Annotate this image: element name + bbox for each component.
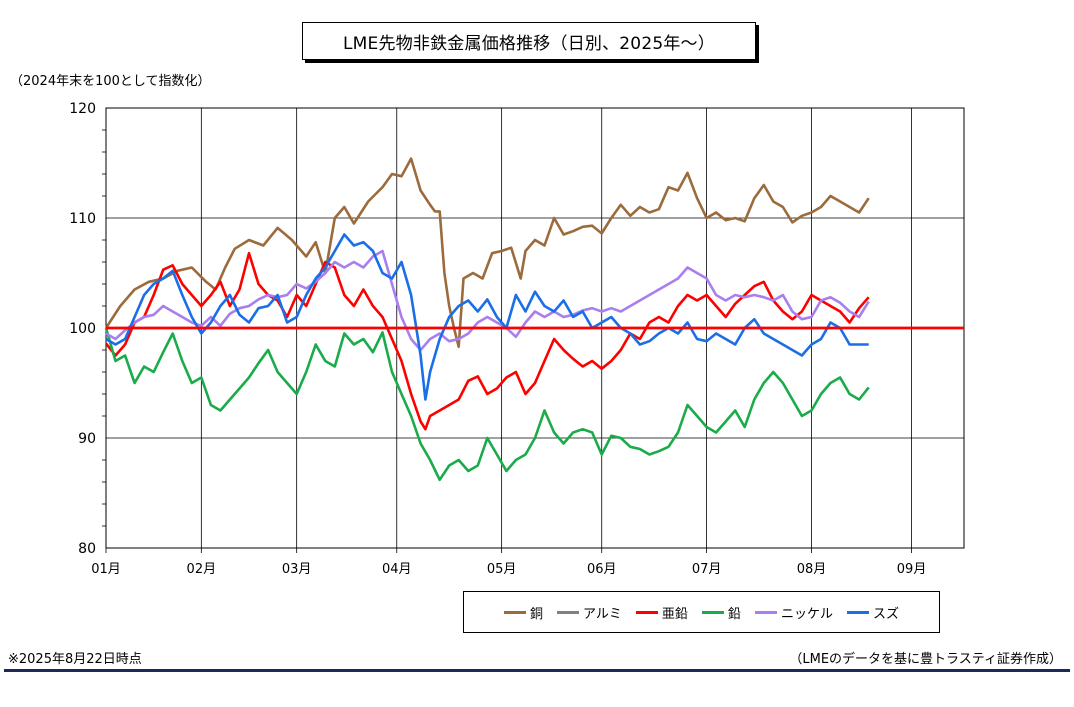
legend-swatch [504, 610, 527, 614]
legend-swatch [635, 610, 658, 614]
series-line-3 [104, 327, 870, 482]
x-tick-label: 09月 [897, 562, 927, 577]
legend-label: 銅 [530, 606, 544, 622]
legend-swatch [846, 610, 869, 614]
legend-label: アルミ [583, 606, 622, 622]
chart-title: LME先物非鉄金属価格推移（日別、2025年～） [302, 22, 756, 60]
y-tick-label: 110 [69, 211, 96, 227]
y-tick-label: 80 [78, 541, 96, 557]
legend-swatch [754, 610, 777, 614]
x-tick-label: 03月 [282, 562, 312, 577]
legend-label: スズ [872, 606, 899, 622]
x-tick-label: 06月 [587, 562, 617, 577]
bottom-divider [4, 669, 1070, 672]
x-tick-label: 07月 [692, 562, 722, 577]
legend-item: 亜鉛 [635, 603, 688, 622]
legend-item: ニッケル [754, 603, 833, 622]
as-of-note: ※2025年8月22日時点 [8, 652, 142, 667]
legend-item: 鉛 [701, 603, 741, 622]
legend-label: 亜鉛 [661, 606, 688, 622]
series-line-0 [104, 157, 870, 348]
y-tick-label: 90 [78, 431, 96, 447]
source-note: （LMEのデータを基に豊トラスティ証券作成） [789, 652, 1062, 667]
x-tick-label: 08月 [797, 562, 827, 577]
series-line-4 [105, 249, 870, 352]
y-tick-label: 100 [69, 321, 96, 337]
x-tick-label: 05月 [487, 562, 517, 577]
chart-legend: 銅 アルミ 亜鉛 鉛 ニッケル スズ [463, 591, 940, 633]
x-tick-label: 04月 [382, 562, 412, 577]
legend-label: ニッケル [780, 606, 833, 622]
legend-item: 銅 [504, 603, 543, 622]
series-line-2 [104, 251, 870, 431]
x-tick-label: 02月 [187, 562, 217, 577]
x-tick-label: 01月 [91, 562, 121, 577]
series-line-5 [105, 233, 869, 401]
y-tick-label: 120 [69, 101, 96, 117]
legend-label: 鉛 [727, 606, 741, 622]
legend-item: スズ [846, 603, 899, 622]
legend-swatch [557, 610, 580, 614]
y-axis-unit-label: （2024年末を100として指数化） [10, 74, 211, 89]
legend-item: アルミ [557, 603, 622, 622]
legend-swatch [701, 610, 724, 614]
